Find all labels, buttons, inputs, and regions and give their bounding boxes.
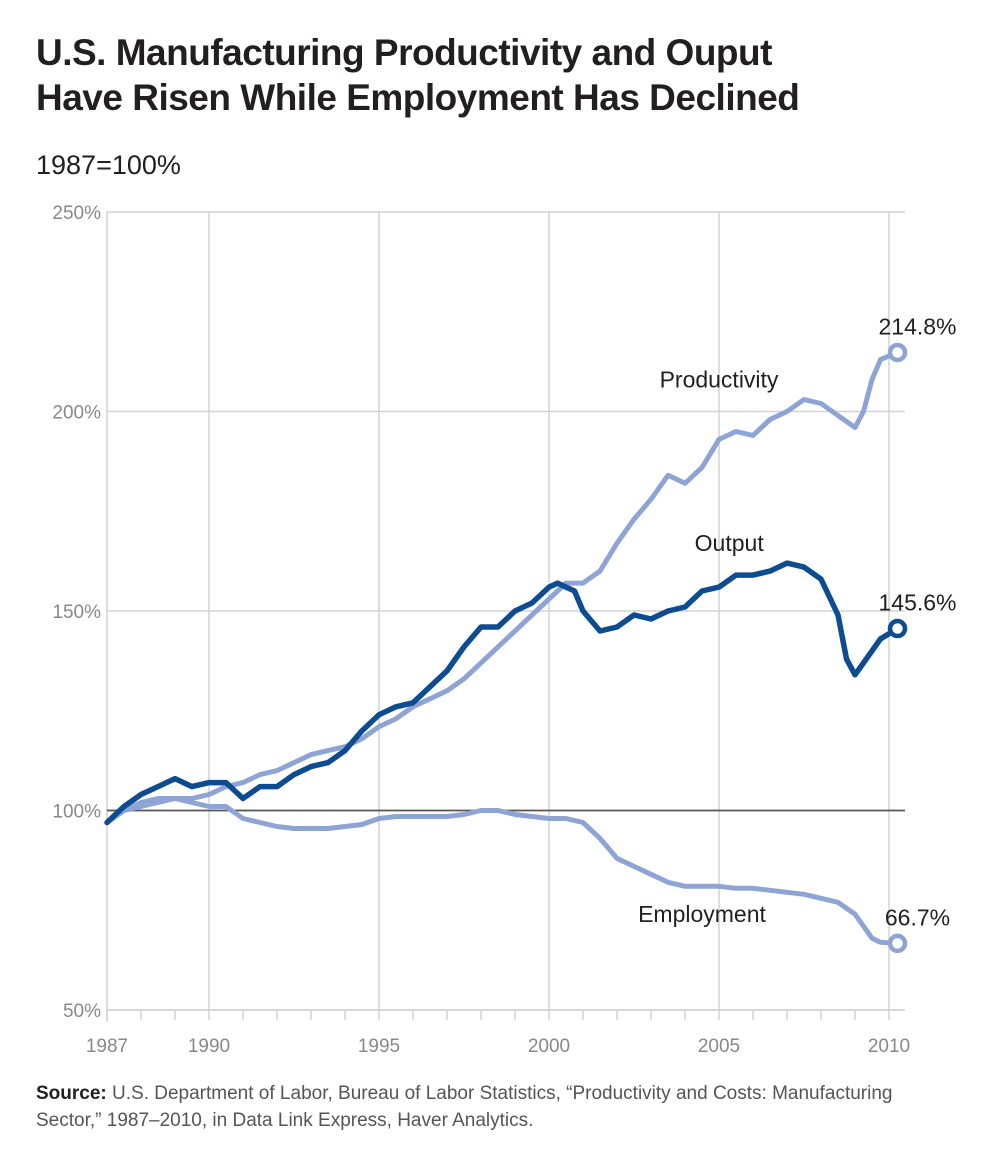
grid-lines bbox=[106, 211, 905, 1022]
series-line-output bbox=[104, 560, 901, 826]
end-marker-output bbox=[887, 618, 908, 639]
x-tick-label: 1995 bbox=[358, 1036, 400, 1057]
y-tick-labels: 50% 100% 150% 200% 250% bbox=[52, 203, 101, 1022]
line-chart: 50% 100% 150% 200% 250% 1987 1990 1995 2000 2005… bbox=[52, 203, 956, 1057]
end-marker-employment bbox=[887, 933, 908, 954]
y-tick-label: 200% bbox=[52, 403, 101, 424]
y-tick-label: 250% bbox=[52, 203, 101, 224]
series-line-employment bbox=[104, 796, 900, 946]
source-note: Source: U.S. Department of Labor, Bureau… bbox=[36, 1080, 956, 1134]
end-value-label-output: 145.6% bbox=[878, 590, 956, 616]
x-tick-labels: 1987 1990 1995 2000 2005 2010 bbox=[86, 1036, 910, 1057]
source-text: U.S. Department of Labor, Bureau of Labo… bbox=[36, 1083, 893, 1131]
chart-title: U.S. Manufacturing Productivity and Oupu… bbox=[36, 30, 956, 120]
chart-title-line-2: Have Risen While Employment Has Declined bbox=[36, 77, 800, 118]
x-tick-label: 2005 bbox=[698, 1036, 740, 1057]
series-name-label-employment: Employment bbox=[638, 901, 766, 927]
source-label: Source: bbox=[36, 1083, 107, 1104]
series-annotations: 214.8% 145.6% 66.7% Productivity Output Emplo… bbox=[638, 313, 956, 930]
chart-title-line-1: U.S. Manufacturing Productivity and Oupu… bbox=[36, 32, 772, 73]
y-tick-label: 150% bbox=[52, 602, 101, 623]
series-line-productivity bbox=[104, 349, 900, 825]
series-lines bbox=[104, 349, 901, 946]
chart-subtitle: 1987=100% bbox=[36, 150, 181, 180]
series-name-label-productivity: Productivity bbox=[660, 367, 779, 393]
x-tick-label: 2010 bbox=[868, 1036, 910, 1057]
x-tick-label: 1990 bbox=[188, 1036, 230, 1057]
series-name-label-output: Output bbox=[695, 530, 765, 556]
end-value-label-employment: 66.7% bbox=[885, 904, 950, 930]
y-tick-label: 50% bbox=[63, 1001, 101, 1022]
end-value-label-productivity: 214.8% bbox=[878, 313, 956, 339]
x-tick-label: 1987 bbox=[86, 1036, 128, 1057]
x-tick-label: 2000 bbox=[528, 1036, 570, 1057]
series-end-markers bbox=[887, 342, 908, 954]
end-marker-productivity bbox=[887, 342, 908, 363]
y-tick-label: 100% bbox=[52, 802, 101, 823]
